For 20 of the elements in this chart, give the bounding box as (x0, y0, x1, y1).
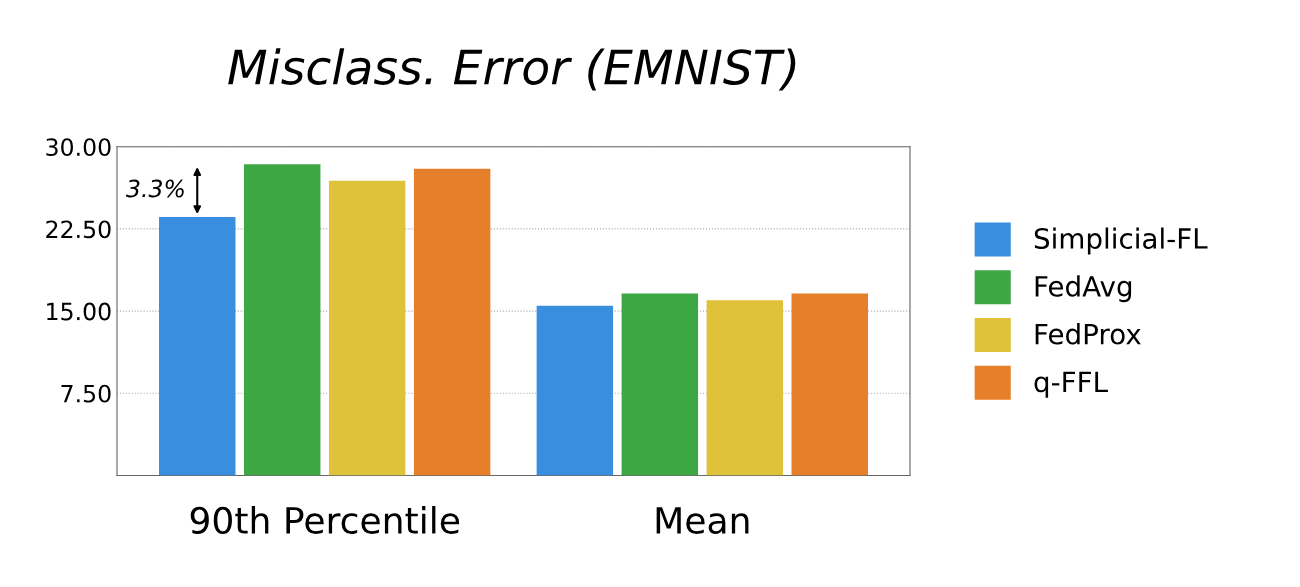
bar (413, 168, 491, 476)
bar (621, 293, 699, 476)
y-tick-label: 7.50 (61, 384, 111, 403)
bar (706, 300, 784, 476)
bar (536, 305, 614, 476)
chart-title: Misclass. Error (EMNIST) (228, 48, 796, 91)
bar (243, 164, 321, 476)
y-tick-label: 15.00 (47, 302, 111, 321)
legend-label: FedAvg (1035, 275, 1132, 303)
bar (328, 180, 406, 476)
y-tick-label: 22.50 (46, 220, 111, 239)
bar (791, 293, 868, 476)
x-tick-label: Mean (656, 507, 749, 534)
legend-label: q-FFL (1034, 371, 1108, 398)
annotation: 3.3% (125, 179, 184, 198)
legend-label: FedProx (1035, 323, 1141, 345)
y-tick-label: 30.00 (46, 138, 111, 157)
legend-label: Simplicial-FL (1034, 227, 1208, 255)
bar (159, 216, 236, 476)
x-tick-label: 90th Percentile (190, 506, 460, 534)
